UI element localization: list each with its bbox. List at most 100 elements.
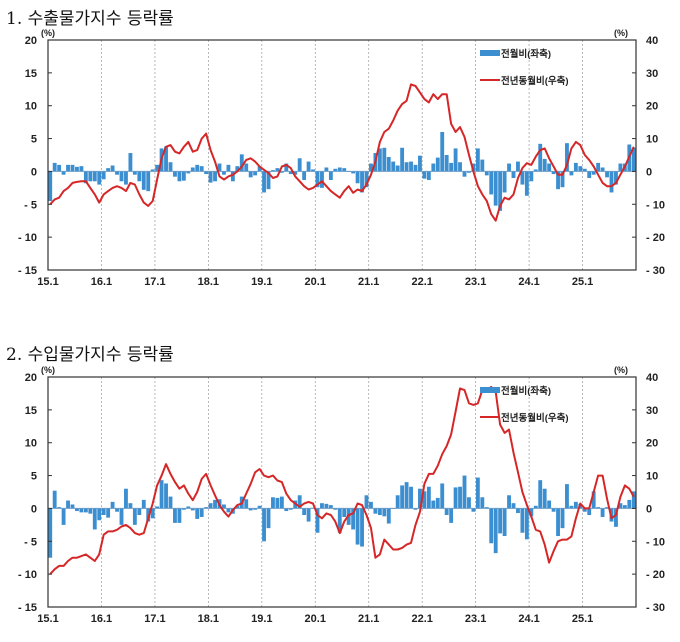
mom-bar	[413, 164, 418, 172]
mom-bar	[302, 171, 307, 180]
mom-bar	[516, 508, 520, 514]
mom-bar	[79, 508, 84, 513]
mom-bar	[591, 491, 596, 509]
mom-bar	[88, 171, 93, 182]
right-tick-label: 40	[646, 35, 658, 47]
mom-bar	[493, 171, 498, 206]
x-tick-label: 19.1	[251, 613, 272, 625]
x-tick-label: 15.1	[37, 276, 58, 288]
mom-bar	[431, 500, 436, 509]
mom-bar	[426, 486, 431, 509]
right-tick-label: - 30	[646, 265, 665, 277]
x-tick-label: 20.1	[305, 276, 326, 288]
x-tick-label: 16.1	[91, 276, 112, 288]
right-tick-label: 30	[646, 405, 658, 417]
mom-bar	[186, 506, 191, 509]
mom-bar	[493, 508, 498, 554]
mom-bar	[631, 147, 636, 172]
mom-bar	[324, 503, 329, 509]
mom-bar	[52, 490, 57, 509]
mom-bar	[582, 508, 587, 512]
mom-bar	[591, 171, 596, 175]
mom-bar	[596, 162, 601, 172]
mom-bar	[181, 171, 186, 181]
mom-bar	[239, 496, 244, 509]
mom-bar	[306, 161, 311, 172]
mom-bar	[110, 165, 115, 172]
x-tick-label: 18.1	[198, 276, 219, 288]
mom-bar	[333, 508, 338, 510]
right-tick-label: 10	[646, 134, 658, 146]
mom-bar	[328, 505, 333, 509]
x-tick-label: 20.1	[305, 613, 326, 625]
mom-bar	[124, 171, 128, 185]
chart-2-title: 2. 수입물가지수 등락률	[6, 345, 174, 365]
mom-bar	[524, 508, 529, 540]
mom-bar	[244, 163, 249, 172]
mom-bar	[217, 499, 222, 509]
mom-bar	[222, 504, 226, 509]
mom-bar	[146, 171, 151, 192]
mom-bar	[262, 508, 266, 542]
export-price-chart: 15.1 16.1 17.1 18.1 19.1 20.1 21.1 22.1 23.1 24.1…	[18, 28, 665, 288]
left-tick-label: - 15	[18, 602, 37, 614]
mom-bar	[106, 168, 111, 172]
mom-bar	[622, 505, 627, 509]
mom-bar	[516, 161, 520, 172]
mom-bar	[137, 508, 142, 515]
mom-bar	[600, 167, 605, 172]
right-tick-label: - 20	[646, 232, 665, 244]
mom-bar	[79, 166, 84, 172]
right-tick-label: 0	[646, 166, 652, 178]
mom-bar	[386, 508, 391, 524]
x-tick-label: 17.1	[144, 276, 165, 288]
mom-bar	[204, 507, 209, 509]
mom-bar	[467, 497, 471, 509]
mom-bar	[115, 508, 119, 512]
mom-bar	[596, 507, 601, 509]
mom-bar	[605, 507, 609, 509]
mom-bar	[511, 171, 516, 178]
left-tick-label: 5	[31, 471, 37, 483]
mom-bar	[560, 171, 565, 188]
mom-bar	[382, 508, 387, 517]
mom-bar	[106, 508, 111, 518]
mom-bar	[565, 484, 569, 509]
mom-bar	[627, 499, 632, 509]
mom-bar	[132, 508, 137, 525]
mom-bar	[355, 171, 360, 184]
x-tick-label: 22.1	[411, 613, 432, 625]
mom-bar	[248, 171, 253, 178]
mom-bar	[315, 171, 320, 188]
mom-bar	[61, 171, 66, 175]
mom-bar	[569, 171, 574, 176]
mom-bar	[471, 163, 476, 172]
mom-bar	[551, 508, 556, 512]
mom-bar	[284, 508, 289, 512]
right-tick-label: 40	[646, 372, 658, 384]
mom-bar	[360, 508, 364, 547]
mom-bar	[57, 164, 62, 172]
mom-bar	[57, 507, 62, 509]
mom-bar	[150, 169, 155, 172]
mom-bar	[480, 159, 485, 172]
left-tick-label: 0	[31, 503, 37, 515]
mom-bar	[458, 162, 462, 172]
mom-bar	[369, 501, 373, 509]
mom-bar	[382, 147, 387, 172]
mom-bar	[155, 164, 160, 172]
mom-bar	[453, 148, 458, 172]
mom-bar	[342, 168, 347, 172]
mom-bar	[409, 161, 413, 172]
mom-bar	[582, 168, 587, 172]
mom-bar	[190, 508, 195, 511]
left-tick-label: 15	[25, 405, 37, 417]
mom-bar	[502, 508, 507, 537]
x-tick-label: 21.1	[358, 276, 379, 288]
mom-bar	[351, 171, 356, 174]
mom-bar	[213, 499, 217, 509]
mom-bar	[141, 499, 146, 509]
mom-bar	[146, 508, 151, 522]
mom-bar	[230, 171, 235, 182]
mom-bar	[311, 507, 315, 509]
